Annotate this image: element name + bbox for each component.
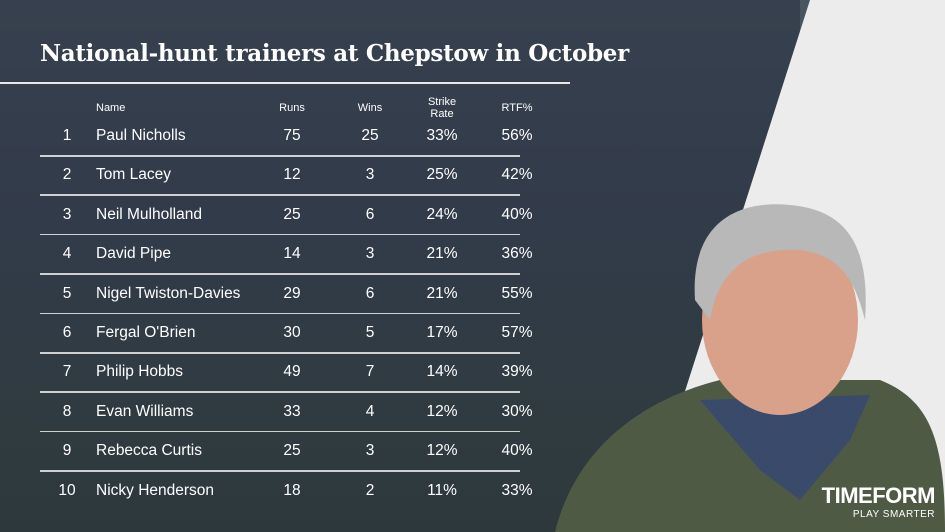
cell-rank: 1 [62, 127, 72, 144]
cell-rank: 6 [62, 324, 72, 341]
cell-name: Philip Hobbs [96, 363, 184, 381]
cell-name: Rebecca Curtis [96, 442, 202, 460]
title-underline [0, 82, 570, 84]
cell-rtf: 56% [501, 127, 533, 144]
table-row: 2 Tom Lacey 12 3 25% 42% [0, 155, 580, 194]
header-name: Name [96, 102, 126, 114]
cell-strike-rate: 11% [427, 481, 457, 499]
cell-name: Paul Nicholls [96, 127, 186, 144]
cell-rtf: 55% [501, 284, 533, 302]
row-divider [40, 273, 520, 275]
header-runs: Runs [279, 102, 305, 114]
cell-wins: 5 [365, 324, 375, 341]
header-rtf: RTF% [501, 102, 533, 114]
cell-rank: 9 [62, 442, 72, 460]
logo-tagline: PLAY SMARTER [852, 509, 935, 520]
cell-name: Evan Williams [96, 402, 194, 420]
row-divider [40, 194, 520, 196]
cell-name: David Pipe [96, 245, 171, 263]
cell-wins: 6 [365, 205, 375, 223]
table-row: 1 Paul Nicholls 75 25 33% 56% [0, 116, 580, 155]
cell-rank: 7 [62, 363, 72, 381]
cell-rank: 8 [62, 402, 72, 420]
cell-rank: 10 [58, 481, 76, 499]
cell-rtf: 36% [501, 245, 533, 263]
cell-runs: 29 [283, 284, 301, 302]
cell-rtf: 39% [501, 363, 533, 381]
row-divider [40, 233, 520, 236]
trainer-portrait [555, 204, 945, 532]
cell-name: Neil Mulholland [96, 205, 202, 223]
cell-strike-rate: 14% [426, 363, 458, 381]
cell-runs: 33 [283, 402, 301, 420]
cell-strike-rate: 12% [426, 442, 458, 460]
table-row: 5 Nigel Twiston-Davies 29 6 21% 55% [0, 274, 580, 313]
cell-strike-rate: 24% [426, 205, 458, 223]
cell-runs: 25 [283, 205, 301, 223]
cell-runs: 18 [283, 481, 301, 499]
cell-rank: 2 [62, 166, 72, 184]
table-row: 7 Philip Hobbs 49 7 14% 39% [0, 352, 580, 391]
row-divider [40, 391, 520, 393]
row-divider [40, 155, 520, 157]
row-divider [40, 352, 520, 354]
cell-wins: 7 [365, 363, 375, 381]
header-wins: Wins [357, 102, 383, 114]
cell-name: Tom Lacey [96, 166, 171, 184]
cell-wins: 3 [365, 245, 375, 263]
cell-wins: 4 [365, 402, 375, 420]
cell-wins: 3 [365, 442, 375, 460]
cell-rank: 3 [62, 205, 72, 223]
cell-strike-rate: 21% [426, 245, 458, 263]
table-row: 3 Neil Mulholland 25 6 24% 40% [0, 195, 580, 234]
table-row: 4 David Pipe 14 3 21% 36% [0, 234, 580, 273]
cell-rtf: 40% [501, 442, 533, 460]
cell-strike-rate: 33% [426, 127, 458, 144]
cell-runs: 25 [283, 442, 301, 460]
cell-strike-rate: 17% [426, 324, 458, 341]
cell-strike-rate: 12% [426, 402, 458, 420]
cell-name: Nigel Twiston-Davies [96, 284, 241, 302]
cell-runs: 30 [283, 324, 301, 341]
table-row: 8 Evan Williams 33 4 12% 30% [0, 392, 580, 431]
cell-rtf: 30% [501, 402, 533, 420]
timeform-logo: TIMEFORM PLAY SMARTER [821, 483, 936, 521]
cell-rtf: 57% [501, 324, 533, 341]
table-row: 9 Rebecca Curtis 25 3 12% 40% [0, 431, 580, 470]
cell-wins: 6 [365, 284, 375, 302]
cell-wins: 3 [365, 166, 375, 184]
cell-runs: 12 [283, 166, 301, 184]
row-divider [40, 312, 520, 315]
cell-strike-rate: 21% [426, 284, 458, 302]
cell-wins: 25 [361, 127, 379, 144]
header-strike-rate: Strike Rate [427, 96, 457, 120]
cell-name: Nicky Henderson [96, 481, 215, 499]
page-title: National-hunt trainers at Chepstow in Oc… [40, 40, 629, 67]
cell-name: Fergal O'Brien [96, 324, 196, 341]
cell-wins: 2 [365, 481, 375, 499]
cell-rtf: 42% [501, 166, 533, 184]
logo-wordmark: TIMEFORM [821, 483, 936, 508]
cell-rank: 5 [62, 284, 72, 302]
cell-rank: 4 [62, 245, 72, 263]
cell-rtf: 40% [501, 205, 533, 223]
row-divider [40, 430, 520, 433]
cell-runs: 49 [283, 363, 301, 381]
cell-runs: 75 [283, 127, 301, 144]
cell-runs: 14 [283, 245, 301, 263]
row-divider [40, 470, 520, 472]
cell-strike-rate: 25% [426, 166, 458, 184]
table-row: 6 Fergal O'Brien 30 5 17% 57% [0, 313, 580, 352]
cell-rtf: 33% [501, 481, 533, 499]
table-row: 10 Nicky Henderson 18 2 11% 33% [0, 471, 580, 510]
